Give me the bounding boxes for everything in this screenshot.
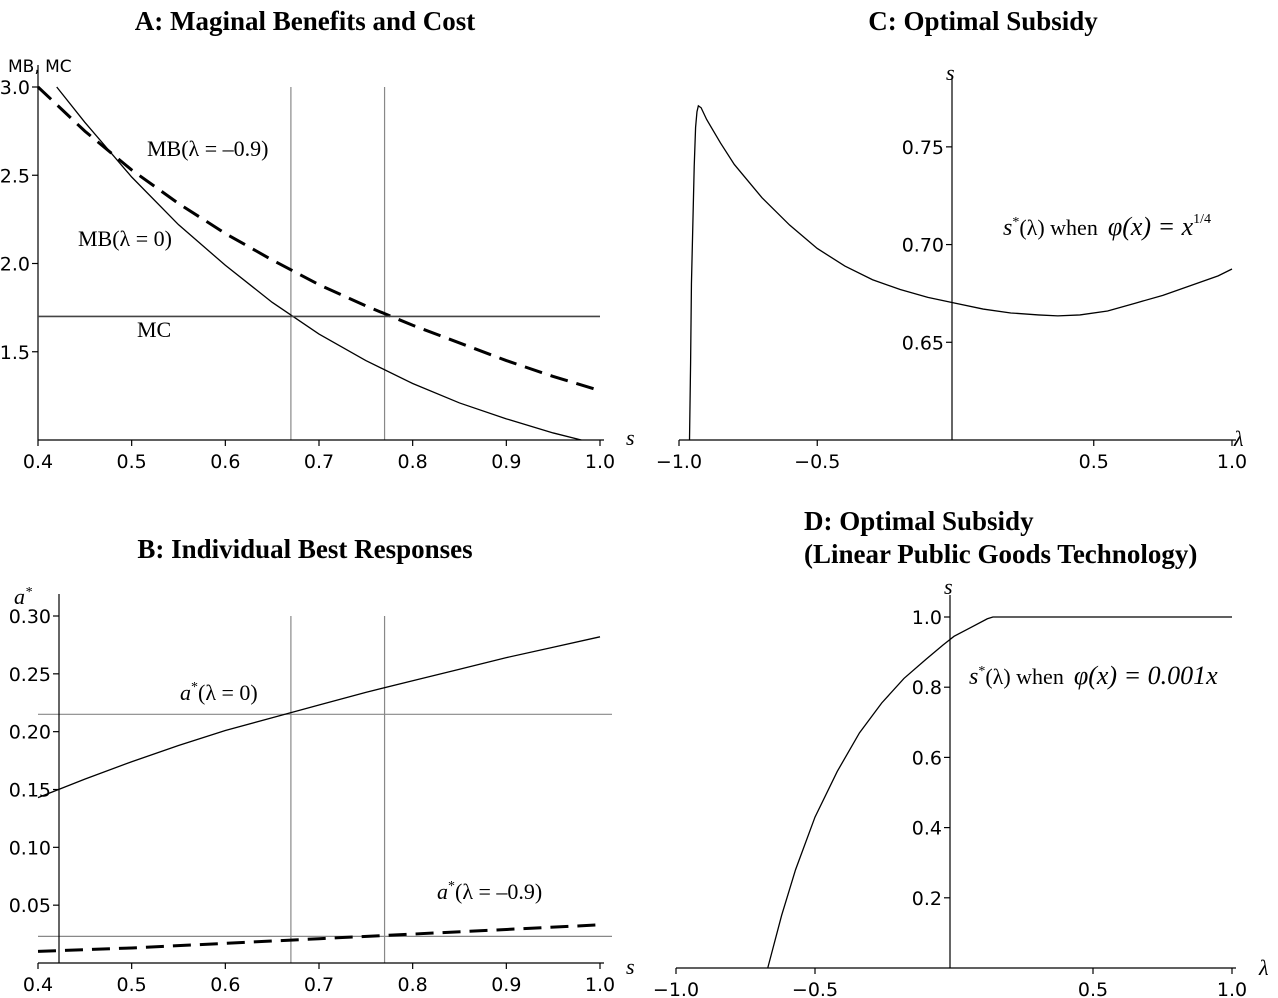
- panel-b-y-tick-label: 0.20: [9, 722, 51, 744]
- panel-b-x-tick-label: 0.5: [117, 974, 147, 996]
- panel-a-x-tick-label: 0.9: [491, 451, 521, 473]
- panel-c-x-tick-label: 1.0: [1217, 451, 1247, 473]
- panel-d-chart: −1.0 −0.5 0.5 1.0 0.2 0.4 0.6 0.8 1.0: [653, 595, 1247, 998]
- panel-b-chart: 0.4 0.5 0.6 0.7 0.8 0.9 1.0 0.05 0.10 0.15 0.20 0.2…: [9, 594, 615, 996]
- panel-a-series-0: [36, 85, 601, 393]
- panel-b-x-tick-label: 0.9: [491, 974, 521, 996]
- panel-b-title: B: Individual Best Responses: [137, 534, 472, 564]
- panel-c-chart: −1.0 −0.5 0.5 1.0 0.65 0.70 0.75: [656, 76, 1247, 473]
- panel-b-x-tick-label: 0.8: [398, 974, 428, 996]
- panel-c-xleft-label: s: [626, 425, 635, 450]
- panel-b-y-tick-label: 0.05: [9, 895, 51, 917]
- panel-b-series-0: [37, 636, 601, 799]
- label-mb-lambda-09: MB(λ = –0.9): [147, 136, 268, 161]
- panel-b-y-tick-label: 0.15: [9, 780, 51, 802]
- panel-d-xlabel: λ: [1258, 955, 1269, 980]
- panel-d-xleft-label: s: [626, 954, 635, 979]
- panel-c-annotation: s*(λ) when φ(x) = x1/4: [1003, 212, 1211, 241]
- panel-b-x-tick-label: 0.6: [210, 974, 240, 996]
- panel-a-x-tick-label: 1.0: [585, 451, 615, 473]
- panel-c-series-0: [688, 104, 1233, 441]
- panel-a-x-tick-label: 0.5: [117, 451, 147, 473]
- panel-b-x-tick-label: 0.7: [304, 974, 334, 996]
- label-a-star-lambda-0: a*(λ = 0): [180, 680, 258, 705]
- panel-d-series-0: [767, 616, 1232, 969]
- panel-d-x-tick-label: 0.5: [1078, 979, 1108, 998]
- panel-d-x-tick-label: −1.0: [653, 979, 699, 998]
- panel-c-y-tick-label: 0.75: [902, 137, 944, 159]
- panel-a-chart: 0.4 0.5 0.6 0.7 0.8 0.9 1.0 1.5 2.0 2.5 3.0: [0, 65, 615, 473]
- panel-c-x-tick-label: −0.5: [794, 451, 840, 473]
- panel-a-ylabel: MB, MC: [8, 57, 72, 77]
- panel-a-series-1: [56, 86, 582, 441]
- panel-b-series-1: [37, 923, 601, 953]
- panel-a-title: A: Maginal Benefits and Cost: [135, 6, 476, 36]
- panel-c-title: C: Optimal Subsidy: [868, 6, 1098, 36]
- panel-d-y-tick-label: 0.4: [912, 818, 942, 840]
- panel-c-y-tick-label: 0.70: [902, 235, 944, 257]
- label-mc: MC: [137, 317, 171, 342]
- panel-d-y-tick-label: 0.6: [912, 747, 942, 769]
- panel-d-x-tick-label: 1.0: [1217, 979, 1247, 998]
- panel-a-x-tick-label: 0.7: [304, 451, 334, 473]
- panel-d-y-tick-label: 0.8: [912, 677, 942, 699]
- label-a-star-lambda-09: a*(λ = –0.9): [437, 879, 542, 904]
- panel-a-x-tick-label: 0.6: [210, 451, 240, 473]
- panel-c-ylabel: s: [946, 60, 955, 85]
- panel-b-y-tick-label: 0.30: [9, 606, 51, 628]
- panel-a-x-tick-label: 0.4: [23, 451, 53, 473]
- panel-b-x-tick-label: 1.0: [585, 974, 615, 996]
- panel-d-title: D: Optimal Subsidy: [804, 506, 1034, 536]
- panel-b-x-tick-label: 0.4: [23, 974, 53, 996]
- panel-c-xlabel: λ: [1233, 426, 1244, 451]
- panel-b-ylabel: a*: [14, 584, 32, 609]
- panel-d-annotation: s*(λ) when φ(x) = 0.001x: [969, 661, 1218, 690]
- panel-a-y-tick-label: 3.0: [0, 77, 30, 99]
- panel-d-y-tick-label: 1.0: [912, 607, 942, 629]
- panel-a-y-tick-label: 2.0: [0, 254, 30, 276]
- label-mb-lambda-0: MB(λ = 0): [78, 226, 172, 251]
- panel-b-y-tick-label: 0.25: [9, 664, 51, 686]
- panel-c-x-tick-label: 0.5: [1079, 451, 1109, 473]
- panel-d-ylabel: s: [944, 574, 953, 599]
- panel-d-y-tick-label: 0.2: [912, 888, 942, 910]
- panel-b-y-tick-label: 0.10: [9, 837, 51, 859]
- panel-c-x-tick-label: −1.0: [656, 451, 702, 473]
- panel-d-subtitle: (Linear Public Goods Technology): [804, 539, 1197, 569]
- panel-a-y-tick-label: 2.5: [0, 165, 30, 187]
- panel-c-y-tick-label: 0.65: [902, 332, 944, 354]
- panel-a-x-tick-label: 0.8: [398, 451, 428, 473]
- panel-d-x-tick-label: −0.5: [792, 979, 838, 998]
- panel-a-y-tick-label: 1.5: [0, 342, 30, 364]
